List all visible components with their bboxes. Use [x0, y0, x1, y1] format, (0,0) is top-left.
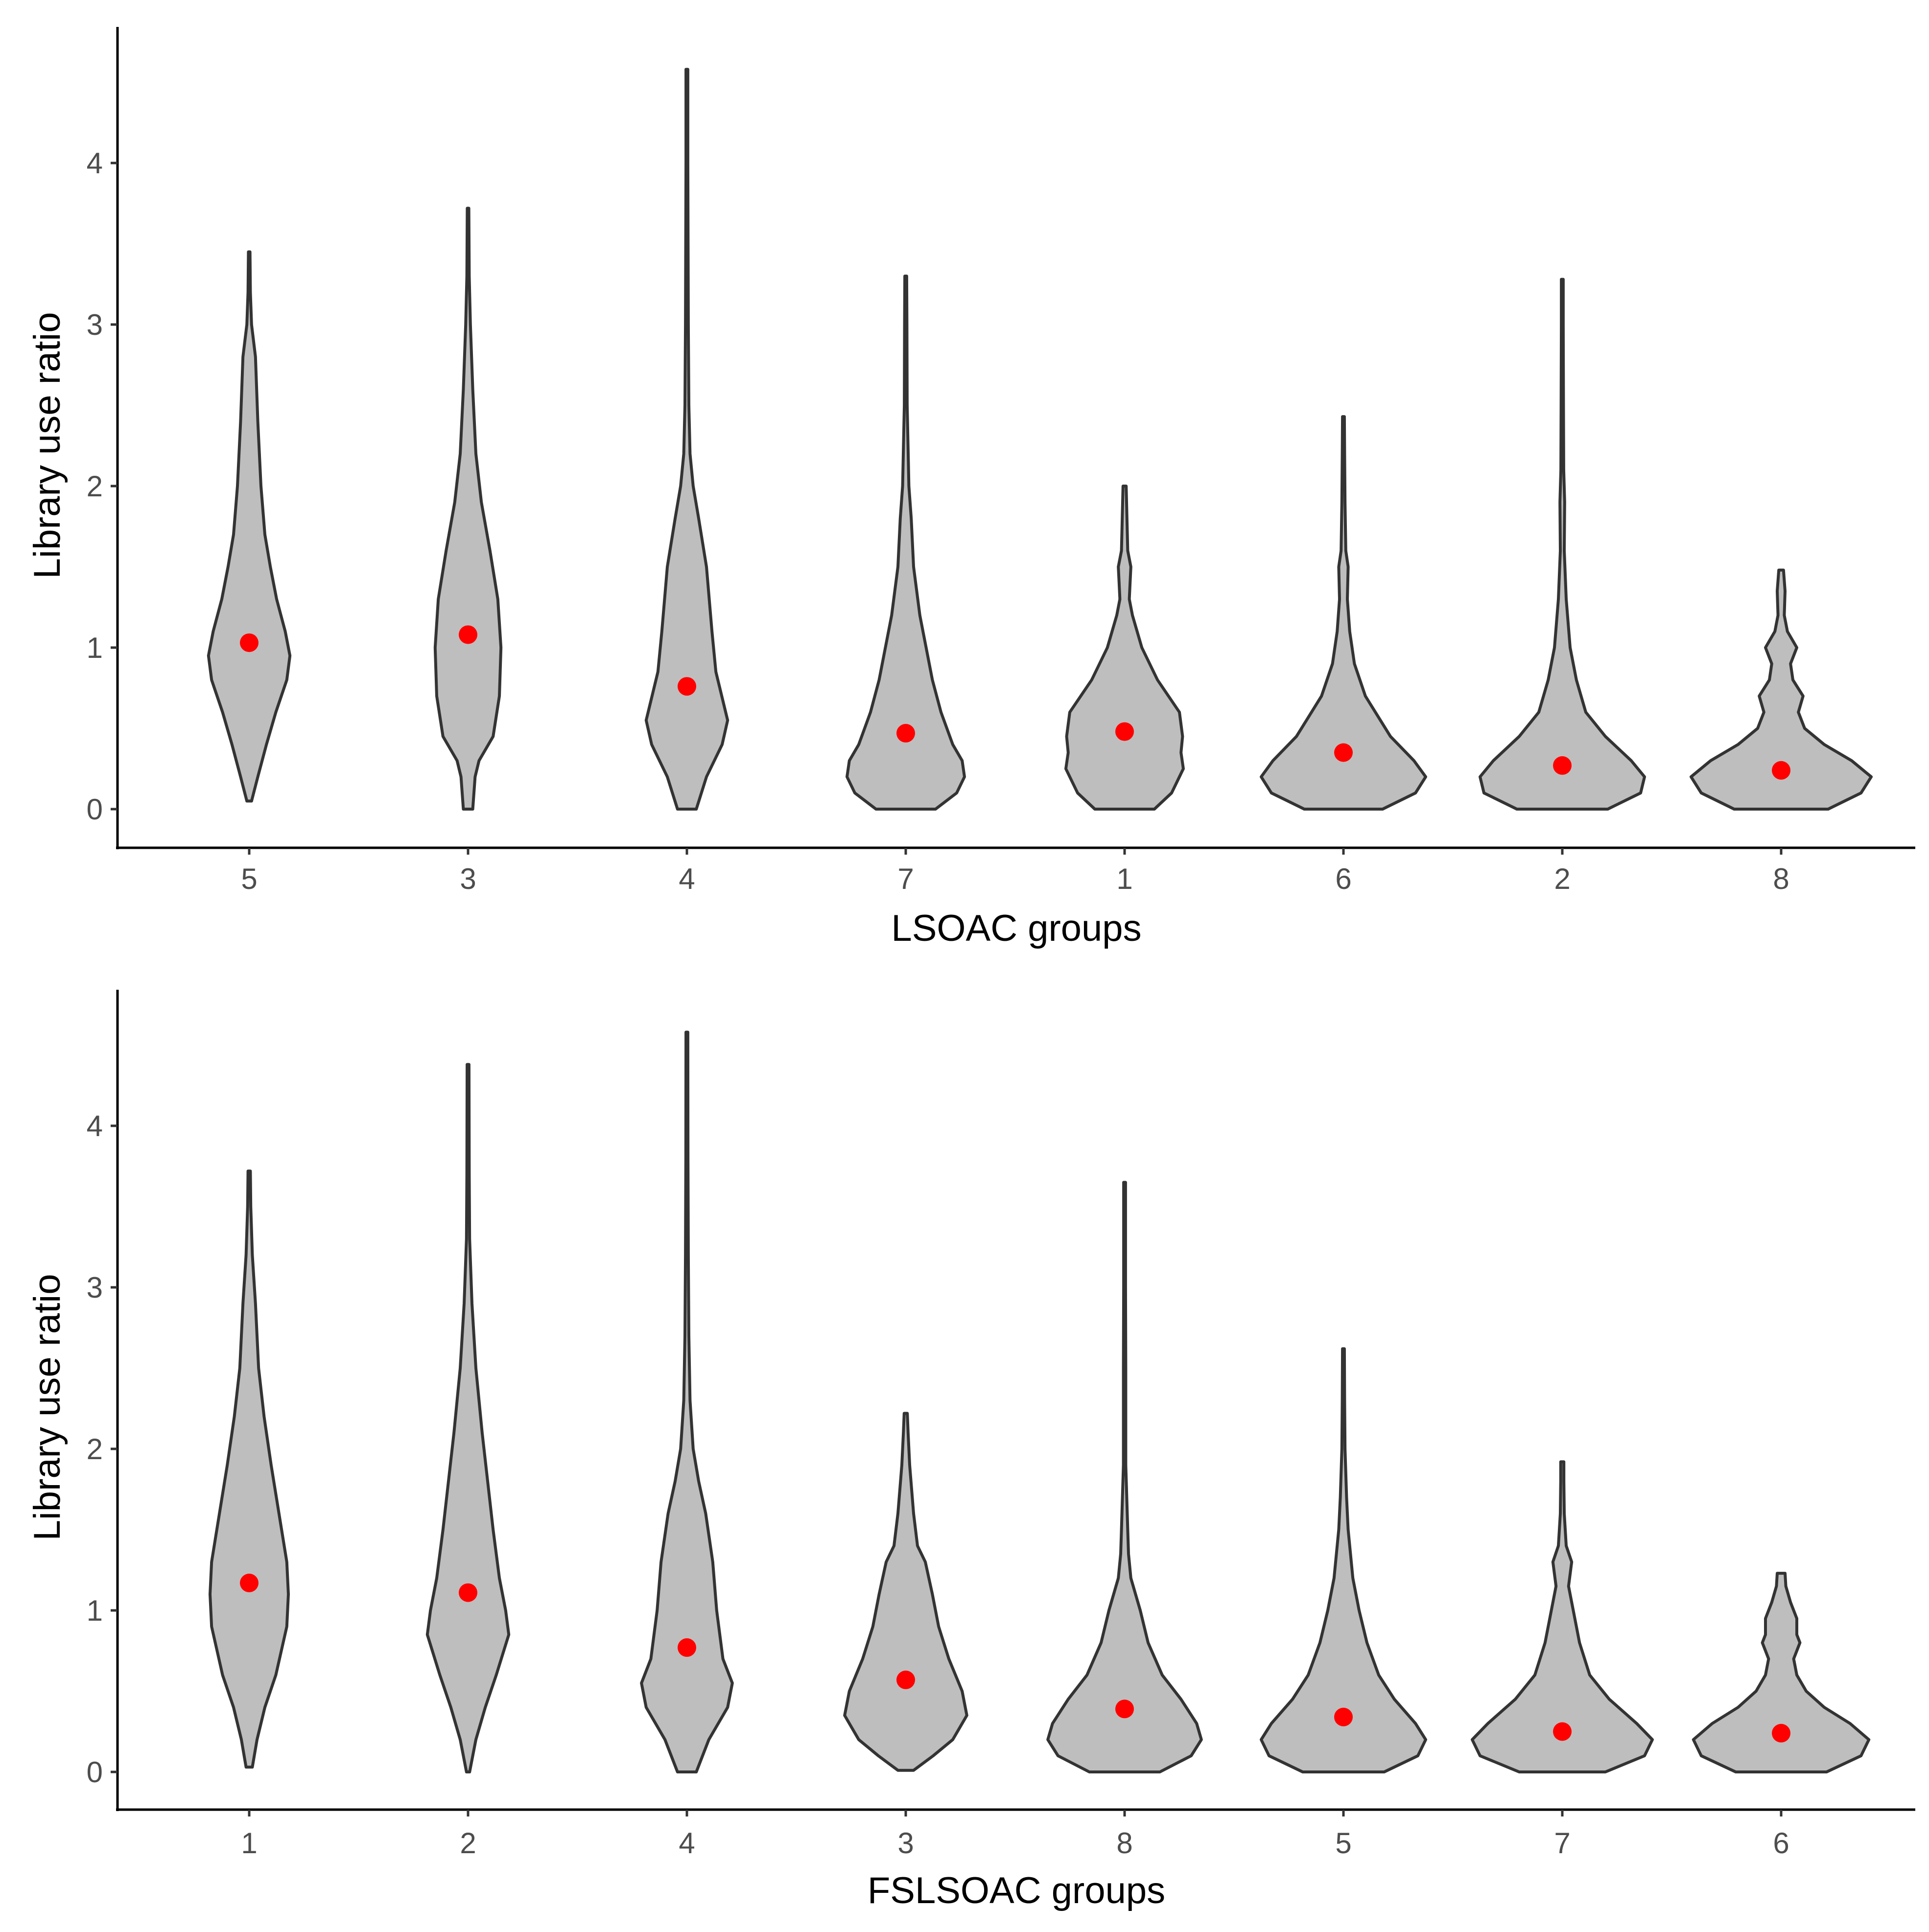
fslsoac-y-tick-label: 4 — [87, 1110, 103, 1142]
lsoac-mean-point-3 — [459, 625, 477, 644]
fslsoac-x-tick-label-2: 2 — [460, 1827, 476, 1860]
lsoac-x-ticks: 5 3 4 7 1 6 2 8 — [241, 848, 1789, 895]
lsoac-violin-7 — [846, 275, 966, 811]
lsoac-x-tick-label-8: 8 — [1773, 862, 1789, 895]
lsoac-x-tick-label-3: 3 — [460, 862, 476, 895]
lsoac-mean-point-8 — [1772, 761, 1790, 780]
fslsoac-violin-5 — [1260, 1347, 1427, 1773]
lsoac-violin-5 — [207, 250, 292, 803]
fslsoac-y-ticks: 0 1 2 3 4 — [87, 1110, 118, 1789]
fslsoac-y-axis-title: Library use ratio — [26, 1274, 68, 1541]
lsoac-x-tick-label-6: 6 — [1335, 862, 1351, 895]
lsoac-y-ticks: 0 1 2 3 4 — [87, 147, 118, 826]
lsoac-mean-point-2 — [1553, 756, 1572, 775]
lsoac-y-axis-title: Library use ratio — [26, 312, 68, 579]
fslsoac-mean-point-6 — [1772, 1723, 1790, 1743]
lsoac-violin-6 — [1260, 415, 1427, 811]
lsoac-y-tick-label: 1 — [87, 631, 103, 664]
lsoac-violins — [207, 68, 1873, 811]
fslsoac-y-tick-label: 3 — [87, 1271, 103, 1304]
lsoac-x-tick-label-1: 1 — [1116, 862, 1132, 895]
lsoac-x-tick-label-2: 2 — [1554, 862, 1570, 895]
lsoac-mean-point-1 — [1115, 722, 1134, 741]
fslsoac-violin-8 — [1046, 1181, 1203, 1773]
lsoac-mean-point-7 — [896, 723, 915, 743]
fslsoac-mean-point-7 — [1553, 1722, 1572, 1741]
fslsoac-violin-7 — [1471, 1460, 1654, 1773]
fslsoac-y-tick-label: 1 — [87, 1594, 103, 1627]
fslsoac-x-tick-label-5: 5 — [1335, 1827, 1351, 1860]
lsoac-violin-chart: 0 1 2 3 4 5 3 4 7 1 6 2 8 LSOAC groups Library use … — [26, 27, 1915, 949]
fslsoac-x-tick-label-4: 4 — [679, 1827, 695, 1860]
fslsoac-mean-point-5 — [1334, 1707, 1353, 1726]
lsoac-violin-4 — [644, 68, 729, 811]
lsoac-mean-points — [240, 625, 1790, 780]
lsoac-y-tick-label: 0 — [87, 793, 103, 826]
lsoac-x-axis-title: LSOAC groups — [891, 908, 1141, 949]
fslsoac-mean-point-3 — [896, 1670, 915, 1689]
fslsoac-mean-point-2 — [459, 1583, 477, 1602]
fslsoac-x-tick-label-6: 6 — [1773, 1827, 1789, 1860]
fslsoac-x-tick-label-8: 8 — [1116, 1827, 1132, 1860]
fslsoac-violins — [209, 1030, 1871, 1773]
fslsoac-violin-2 — [425, 1063, 511, 1773]
lsoac-mean-point-6 — [1334, 743, 1353, 762]
fslsoac-violin-1 — [209, 1169, 290, 1769]
fslsoac-x-tick-label-3: 3 — [897, 1827, 914, 1860]
fslsoac-violin-4 — [640, 1030, 734, 1773]
lsoac-y-tick-label: 4 — [87, 147, 103, 180]
lsoac-x-tick-label-4: 4 — [679, 862, 695, 895]
fslsoac-mean-point-8 — [1115, 1699, 1134, 1719]
fslsoac-mean-points — [240, 1573, 1790, 1743]
lsoac-violin-1 — [1064, 485, 1185, 811]
lsoac-mean-point-5 — [240, 633, 259, 652]
lsoac-violin-8 — [1690, 568, 1873, 811]
fslsoac-x-tick-label-1: 1 — [241, 1827, 257, 1860]
fslsoac-violin-chart: 0 1 2 3 4 1 2 4 3 8 5 7 6 FSLSOAC groups Library us… — [26, 990, 1915, 1911]
fslsoac-violin-3 — [843, 1412, 968, 1772]
fslsoac-x-tick-label-7: 7 — [1554, 1827, 1570, 1860]
lsoac-y-tick-label: 2 — [87, 470, 103, 503]
lsoac-mean-point-4 — [678, 677, 696, 696]
fslsoac-x-axis-title: FSLSOAC groups — [868, 1870, 1165, 1911]
fslsoac-x-ticks: 1 2 4 3 8 5 7 6 — [241, 1810, 1789, 1860]
lsoac-violin-2 — [1479, 278, 1646, 811]
lsoac-x-tick-label-7: 7 — [897, 862, 914, 895]
lsoac-violin-3 — [433, 207, 503, 811]
fslsoac-mean-point-1 — [240, 1573, 259, 1592]
fslsoac-mean-point-4 — [678, 1638, 696, 1657]
lsoac-y-tick-label: 3 — [87, 308, 103, 341]
fslsoac-violin-6 — [1692, 1572, 1871, 1773]
lsoac-x-tick-label-5: 5 — [241, 862, 257, 895]
fslsoac-y-tick-label: 0 — [87, 1756, 103, 1789]
fslsoac-y-tick-label: 2 — [87, 1433, 103, 1466]
